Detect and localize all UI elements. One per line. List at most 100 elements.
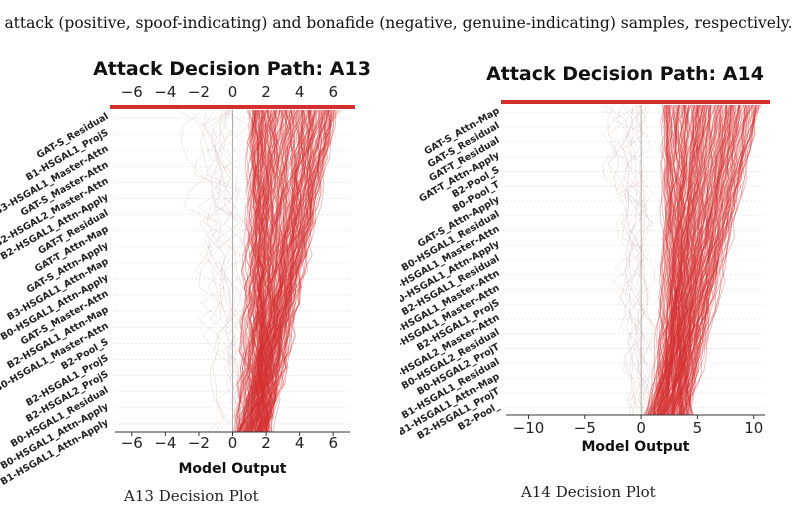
decision-path: [212, 109, 251, 433]
decision-path: [239, 109, 310, 433]
decision-path: [673, 104, 732, 416]
decision-path: [601, 104, 638, 416]
decision-path: [667, 104, 699, 416]
decision-path: [685, 104, 703, 416]
decision-path: [243, 109, 296, 433]
decision-path: [654, 104, 702, 416]
decision-path: [659, 104, 733, 416]
decision-path: [676, 104, 698, 416]
decision-path: [672, 104, 752, 416]
decision-path: [249, 109, 292, 433]
decision-path: [688, 104, 712, 416]
decision-path: [264, 109, 293, 433]
decision-path: [656, 104, 697, 416]
decision-path: [652, 104, 732, 416]
decision-path: [240, 109, 308, 433]
decision-path: [646, 104, 707, 416]
decision-path: [237, 109, 257, 433]
x-tick-label-top: 2: [261, 83, 271, 101]
decision-path: [648, 104, 740, 416]
decision-path: [622, 104, 651, 416]
decision-path: [234, 109, 331, 433]
decision-path: [661, 104, 745, 416]
chart-title: Attack Decision Path: A14: [486, 63, 764, 85]
decision-path: [237, 109, 327, 433]
decision-path: [682, 104, 756, 416]
decision-path: [246, 109, 330, 433]
decision-path: [679, 104, 737, 416]
decision-path: [666, 104, 739, 416]
decision-path: [249, 109, 272, 433]
decision-path: [251, 109, 330, 433]
decision-path: [672, 104, 681, 416]
decision-path: [661, 104, 680, 416]
decision-path: [251, 109, 268, 433]
decision-path: [665, 104, 689, 416]
decision-path: [660, 104, 670, 416]
decision-path: [246, 109, 269, 433]
decision-path: [245, 109, 279, 433]
decision-path: [246, 109, 263, 433]
decision-path: [252, 109, 269, 433]
decision-path: [653, 104, 701, 416]
decision-path: [266, 110, 314, 433]
decision-path: [199, 109, 240, 433]
decision-path: [247, 109, 258, 433]
decision-path: [656, 104, 712, 416]
decision-path: [653, 104, 703, 416]
decision-path: [244, 109, 325, 433]
decision-path: [247, 109, 318, 433]
decision-path: [260, 109, 279, 433]
decision-path: [659, 104, 703, 416]
decision-path: [686, 104, 723, 416]
decision-path: [193, 109, 240, 433]
decision-path: [669, 104, 748, 416]
decision-path: [651, 104, 700, 416]
decision-path: [256, 109, 316, 433]
decision-plot-a13: Attack Decision Path: A13 −6 −6 −4 −4 −2 −2 0 0 2…: [0, 58, 371, 488]
decision-path: [257, 109, 266, 432]
decision-path: [243, 109, 277, 433]
decision-path: [254, 109, 295, 433]
decision-path: [675, 104, 712, 416]
decision-path: [657, 104, 671, 416]
decision-path: [662, 104, 689, 416]
decision-path: [654, 104, 705, 416]
decision-path: [255, 109, 285, 433]
decision-path: [669, 104, 690, 416]
decision-path: [265, 109, 281, 433]
decision-path: [255, 109, 320, 433]
decision-path: [600, 104, 641, 416]
x-tick-label: −2: [188, 434, 210, 452]
decision-path: [649, 104, 736, 416]
decision-path: [621, 104, 657, 416]
decision-path: [686, 104, 750, 416]
decision-path: [260, 109, 301, 433]
decision-path: [206, 109, 238, 433]
decision-path: [265, 109, 319, 433]
decision-path: [664, 104, 757, 416]
decision-path: [238, 109, 268, 433]
decision-path: [258, 109, 308, 433]
decision-path: [667, 104, 755, 416]
decision-path: [667, 104, 689, 416]
decision-path: [249, 109, 272, 433]
decision-path: [239, 109, 264, 433]
decision-path: [260, 109, 324, 433]
decision-path: [670, 104, 691, 416]
decision-path: [252, 109, 267, 433]
decision-path: [248, 109, 328, 433]
decision-path: [256, 109, 269, 433]
decision-path: [644, 104, 716, 416]
decision-path: [255, 109, 299, 433]
decision-path: [604, 104, 641, 416]
decision-path: [663, 104, 706, 416]
decision-path: [670, 104, 681, 416]
decision-path: [252, 109, 293, 433]
decision-path: [242, 109, 273, 433]
decision-path: [248, 109, 269, 433]
decision-path: [259, 109, 282, 432]
decision-path: [249, 109, 270, 433]
decision-path: [210, 109, 253, 433]
decision-path: [661, 104, 760, 416]
